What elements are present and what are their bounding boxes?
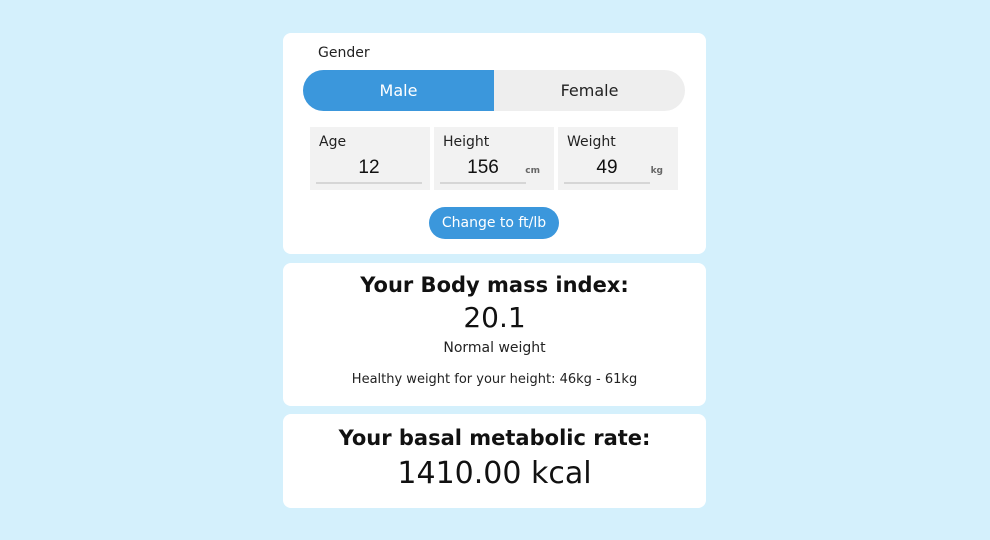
height-label: Height (443, 134, 490, 150)
weight-field: Weight kg (558, 127, 678, 190)
gender-toggle: Male Female (303, 70, 685, 111)
change-units-button[interactable]: Change to ft/lb (429, 207, 559, 239)
bmi-value: 20.1 (463, 301, 526, 334)
age-field: Age (310, 127, 430, 190)
height-input[interactable] (440, 154, 526, 184)
bmi-result-card: Your Body mass index: 20.1 Normal weight… (283, 263, 706, 406)
gender-label: Gender (318, 45, 370, 61)
bmi-category: Normal weight (443, 340, 546, 356)
age-label: Age (319, 134, 347, 150)
bmr-title: Your basal metabolic rate: (338, 426, 651, 450)
weight-unit: kg (650, 166, 663, 176)
healthy-weight-range: Healthy weight for your height: 46kg - 6… (351, 372, 638, 387)
height-field: Height cm (434, 127, 554, 190)
height-unit: cm (525, 166, 540, 176)
bmr-value: 1410.00 kcal (397, 456, 592, 491)
bmr-result-card: Your basal metabolic rate: 1410.00 kcal (283, 414, 706, 508)
gender-female-button[interactable]: Female (560, 81, 619, 100)
input-card: Gender Male Female Age Height cm Weight … (283, 33, 706, 254)
weight-input[interactable] (564, 154, 650, 184)
bmi-title: Your Body mass index: (360, 273, 629, 297)
gender-male-button[interactable]: Male (303, 70, 494, 111)
age-input[interactable] (316, 154, 422, 184)
weight-label: Weight (567, 134, 616, 150)
